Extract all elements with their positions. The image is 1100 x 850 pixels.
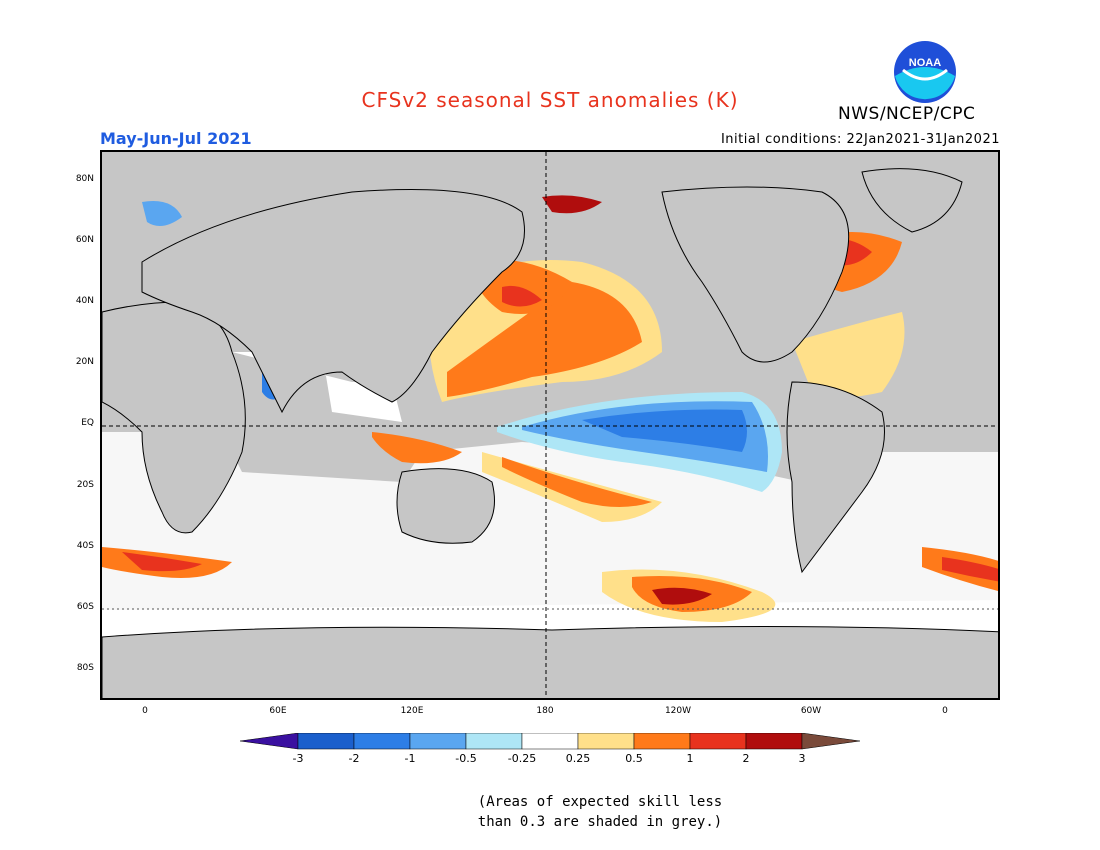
logo-text: NOAA xyxy=(909,57,941,69)
sst-anomaly-map xyxy=(100,150,1000,700)
lat-label-20s: 20S xyxy=(76,480,94,490)
lon-label-120w: 120W xyxy=(664,706,692,716)
colorbar-tick-neg3: -3 xyxy=(292,752,304,765)
colorbar-tick-025: 0.25 xyxy=(565,752,591,765)
colorbar-tick-neg025: -0.25 xyxy=(507,752,537,765)
lon-label-0-right: 0 xyxy=(942,706,948,716)
colorbar xyxy=(240,733,861,750)
colorbar-tick-05: 0.5 xyxy=(625,752,643,765)
forecast-period: May-Jun-Jul 2021 xyxy=(100,129,252,148)
lat-label-80s: 80S xyxy=(76,663,94,673)
colorbar-tick-neg1: -1 xyxy=(404,752,416,765)
colorbar-tick-neg05: -0.5 xyxy=(455,752,477,765)
skill-note-line1: (Areas of expected skill less xyxy=(477,794,723,810)
skill-note: (Areas of expected skill less than 0.3 a… xyxy=(430,792,770,832)
colorbar-tick-3: 3 xyxy=(798,752,806,765)
initial-conditions: Initial conditions: 22Jan2021-31Jan2021 xyxy=(720,132,1000,147)
skill-note-line2: than 0.3 are shaded in grey.) xyxy=(477,814,723,830)
lon-label-180: 180 xyxy=(536,706,554,716)
lat-label-80n: 80N xyxy=(75,174,94,184)
continents xyxy=(102,168,998,698)
lon-label-0-left: 0 xyxy=(142,706,148,716)
lon-label-120e: 120E xyxy=(400,706,424,716)
colorbar-tick-neg2: -2 xyxy=(348,752,360,765)
colorbar-tick-2: 2 xyxy=(742,752,750,765)
lat-label-40s: 40S xyxy=(76,541,94,551)
lat-label-60s: 60S xyxy=(76,602,94,612)
agency-label: NWS/NCEP/CPC xyxy=(838,104,976,124)
lat-label-20n: 20N xyxy=(75,357,94,367)
lat-label-eq: EQ xyxy=(81,418,94,428)
lon-label-60w: 60W xyxy=(800,706,822,716)
lon-label-60e: 60E xyxy=(269,706,287,716)
map-title: CFSv2 seasonal SST anomalies (K) xyxy=(361,88,739,112)
colorbar-tick-1: 1 xyxy=(686,752,694,765)
lat-label-60n: 60N xyxy=(75,235,94,245)
noaa-logo: NOAA xyxy=(893,40,957,104)
lat-label-40n: 40N xyxy=(75,296,94,306)
